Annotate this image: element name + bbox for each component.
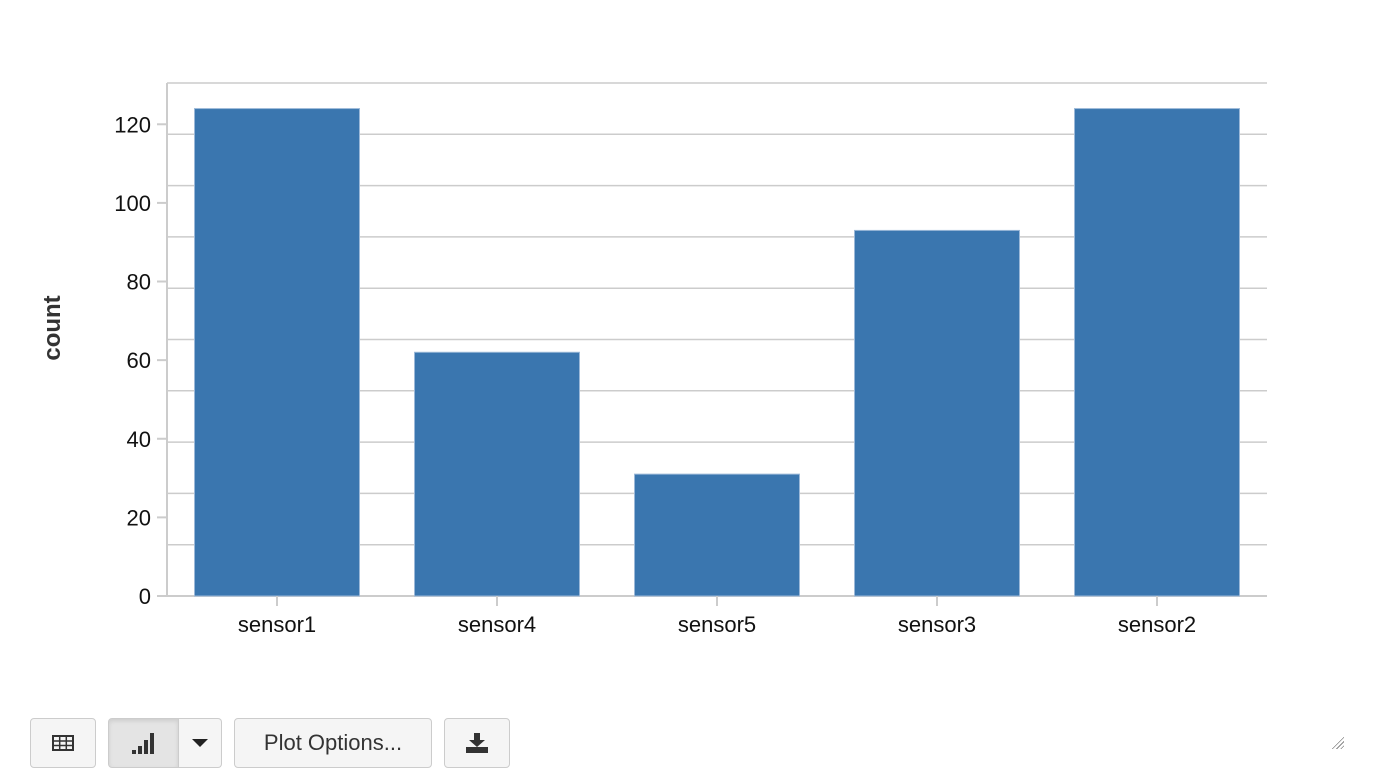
- y-tick-label: 20: [127, 505, 151, 530]
- plot-options-button[interactable]: Plot Options...: [234, 718, 432, 768]
- resize-handle[interactable]: [1330, 735, 1344, 749]
- toolbar: Plot Options...: [30, 718, 510, 768]
- x-tick-label: sensor1: [238, 612, 316, 637]
- table-view-button[interactable]: [30, 718, 96, 768]
- y-tick-label: 40: [127, 427, 151, 452]
- bar-sensor3: [854, 229, 1020, 597]
- bar-sensor2: [1074, 108, 1240, 597]
- bar-chart-view-button[interactable]: [108, 718, 179, 768]
- y-axis-label: count: [39, 295, 66, 360]
- x-tick-label: sensor5: [678, 612, 756, 637]
- chart-type-group: [108, 718, 222, 768]
- download-button[interactable]: [444, 718, 510, 768]
- bar-chart-icon: [131, 733, 154, 754]
- chart-type-dropdown[interactable]: [179, 718, 222, 768]
- download-icon: [466, 733, 488, 753]
- x-tick-label: sensor4: [458, 612, 536, 637]
- bar-sensor4: [414, 351, 580, 597]
- bar-chart: 0 20 40 60 80 100 120 sensor1 sensor4 sensor5 sens…: [39, 82, 1267, 637]
- bar-sensor5: [634, 473, 800, 597]
- y-tick-label: 100: [114, 191, 151, 216]
- bar-sensor1: [194, 108, 360, 597]
- y-tick-label: 60: [127, 348, 151, 373]
- y-tick-label: 80: [127, 270, 151, 295]
- table-icon: [52, 735, 74, 751]
- caret-down-icon: [192, 739, 208, 747]
- y-tick-label: 0: [139, 584, 151, 609]
- x-tick-label: sensor3: [898, 612, 976, 637]
- x-tick-label: sensor2: [1118, 612, 1196, 637]
- y-tick-label: 120: [114, 112, 151, 137]
